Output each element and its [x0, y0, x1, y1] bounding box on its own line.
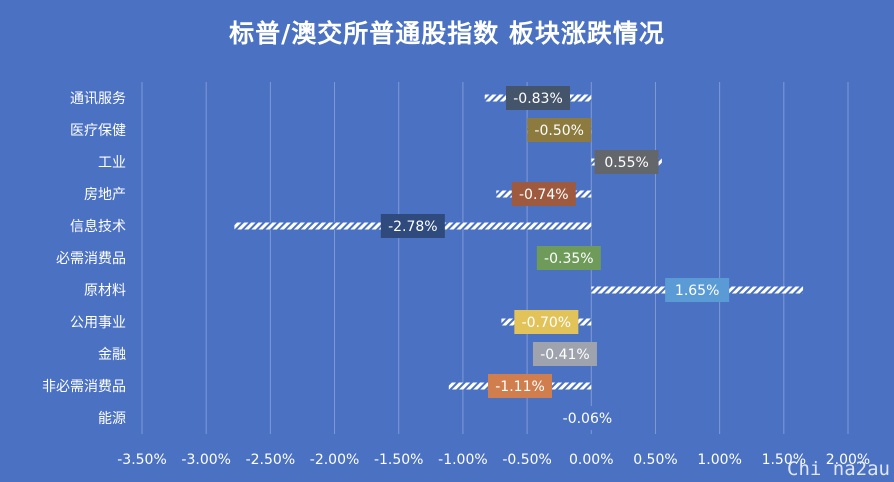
x-tick-label: 1.50%	[762, 452, 806, 468]
data-label: 1.65%	[675, 283, 719, 299]
x-tick-label: -1.50%	[374, 452, 424, 468]
data-label-box	[511, 182, 576, 206]
data-label-box	[532, 342, 597, 366]
data-label-box	[488, 374, 553, 398]
data-label: -0.83%	[513, 91, 563, 107]
x-tick-label: -0.50%	[502, 452, 552, 468]
category-label: 原材料	[84, 283, 126, 299]
data-label: -0.35%	[544, 251, 594, 267]
watermark: Chi na2au	[787, 458, 890, 480]
category-label: 医疗保健	[70, 123, 126, 139]
data-label-box	[506, 86, 571, 110]
x-tick-label: -3.00%	[181, 452, 231, 468]
data-label: -2.78%	[388, 219, 438, 235]
data-label: -0.41%	[540, 347, 590, 363]
category-label: 房地产	[84, 187, 126, 203]
x-tick-label: 1.00%	[697, 452, 741, 468]
x-tick-label: -3.50%	[117, 452, 167, 468]
category-label: 非必需消费品	[42, 379, 126, 395]
category-label: 工业	[98, 155, 126, 171]
data-label-box	[527, 118, 592, 142]
x-tick-label: 0.00%	[569, 452, 613, 468]
data-label-box	[665, 278, 730, 302]
data-label: -0.70%	[522, 315, 572, 331]
data-label-box	[380, 214, 445, 238]
data-label: -1.11%	[495, 379, 545, 395]
data-label: -0.74%	[519, 187, 569, 203]
x-tick-label: -2.50%	[246, 452, 296, 468]
category-label: 能源	[98, 411, 126, 427]
chart-title: 标普/澳交所普通股指数 板块涨跌情况	[229, 19, 665, 48]
x-tick-label: 0.50%	[633, 452, 677, 468]
category-label: 信息技术	[70, 218, 126, 235]
data-label-box	[594, 150, 659, 174]
data-label-box	[514, 310, 579, 334]
category-label: 金融	[98, 347, 126, 363]
x-tick-label: -2.00%	[310, 452, 360, 468]
category-label: 通讯服务	[70, 91, 126, 107]
data-label-box	[555, 406, 620, 430]
category-label: 公用事业	[70, 315, 126, 331]
data-label: -0.06%	[563, 411, 613, 427]
data-label: -0.50%	[534, 123, 584, 139]
x-tick-label: -1.00%	[438, 452, 488, 468]
x-tick-label: 2.00%	[826, 452, 870, 468]
data-label-box	[536, 246, 601, 270]
category-label: 必需消费品	[56, 251, 126, 267]
data-label: 0.55%	[604, 155, 648, 171]
